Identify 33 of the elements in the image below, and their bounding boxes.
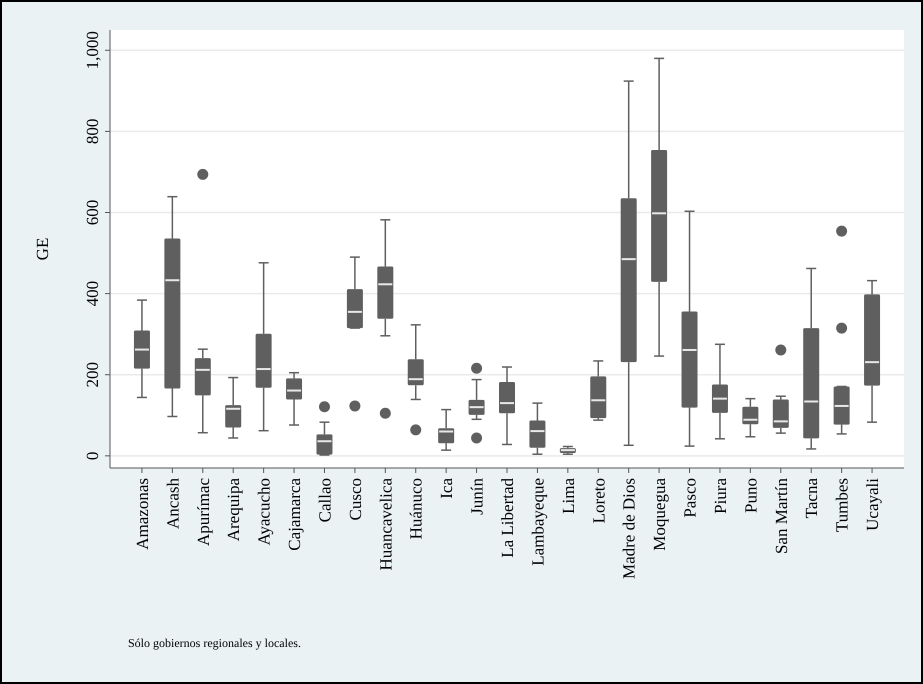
- x-tick-label: Madre de Dios: [620, 478, 639, 580]
- x-tick-label: Lambayeque: [528, 478, 548, 566]
- x-tick-label: Puno: [741, 478, 760, 513]
- x-tick-label: Cusco: [346, 478, 365, 520]
- y-tick-label: 600: [83, 200, 102, 226]
- y-tick-label: 1,000: [83, 31, 102, 70]
- x-tick-label: Callao: [315, 478, 334, 522]
- x-tick-label: Ucayali: [863, 478, 882, 531]
- x-tick-label: Piura: [710, 478, 730, 514]
- y-tick-label: 0: [83, 452, 102, 460]
- x-tick-label: Arequipa: [224, 478, 244, 542]
- x-tick-label: Lima: [558, 478, 578, 514]
- y-tick-label: 400: [83, 280, 102, 306]
- y-tick-label: 200: [83, 362, 102, 388]
- x-tick-label: Ancash: [163, 478, 182, 529]
- text: Sólo gobiernos regionales y locales.: [128, 636, 301, 650]
- x-tick-label: Loreto: [589, 478, 608, 524]
- x-tick-label: Amazonas: [132, 478, 152, 550]
- x-tick-label: Moquegua: [650, 478, 670, 551]
- x-tick-label: Huancavelica: [376, 478, 396, 570]
- x-tick-label: Junín: [468, 478, 487, 515]
- x-tick-label: Apurímac: [194, 478, 213, 546]
- x-tick-label: Ica: [437, 478, 456, 499]
- x-tick-label: Pasco: [680, 478, 700, 518]
- x-tick-label: Tacna: [802, 478, 822, 518]
- x-tick-label: Cajamarca: [285, 478, 304, 551]
- x-tick-label: Ayacucho: [254, 478, 274, 546]
- y-tick-label: 800: [83, 118, 102, 144]
- x-tick-label: Tumbes: [832, 478, 852, 532]
- x-tick-label: La Libertad: [498, 478, 517, 558]
- x-tick-label: San Martín: [772, 478, 791, 554]
- y-axis-title: GE: [33, 238, 52, 260]
- x-tick-label: Huánuco: [406, 478, 426, 540]
